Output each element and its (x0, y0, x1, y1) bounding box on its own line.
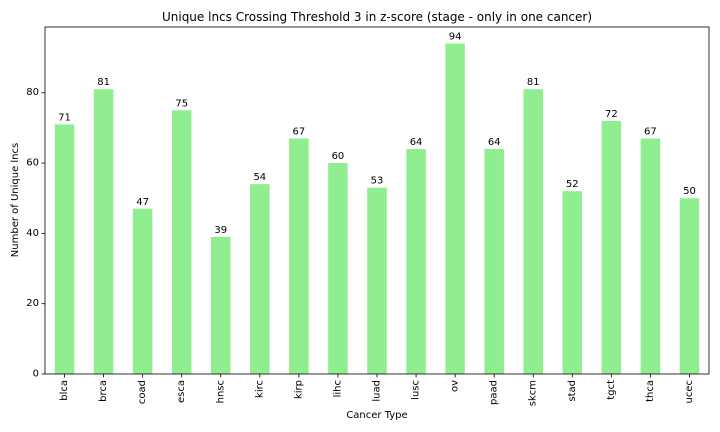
value-label-tgct: 72 (605, 109, 618, 120)
bar-tgct (601, 120, 622, 375)
x-tick-label-skcm: skcm (528, 380, 539, 406)
value-label-luad: 53 (371, 176, 384, 187)
value-label-hnsc: 39 (214, 225, 227, 236)
y-tick-label-20: 20 (26, 298, 39, 309)
bar-skcm (523, 89, 543, 374)
bar-lusc (406, 148, 426, 374)
chart-title: Unique lncs Crossing Threshold 3 in z-sc… (162, 10, 592, 24)
bar-lihc (328, 163, 348, 374)
bar-luad (367, 187, 387, 374)
value-label-ov: 94 (449, 32, 462, 43)
bar-hnsc (211, 236, 231, 374)
bar-thca (640, 138, 661, 374)
y-axis-label: Number of Unique lncs (10, 143, 21, 257)
value-label-thca: 67 (644, 126, 657, 137)
value-label-kirc: 54 (253, 172, 266, 183)
x-tick-label-paad: paad (489, 380, 500, 405)
value-label-kirp: 67 (293, 126, 306, 137)
value-label-ucec: 50 (683, 186, 696, 197)
value-label-blca: 71 (58, 112, 71, 123)
y-tick-label-40: 40 (26, 228, 39, 239)
x-tick-label-stad: stad (567, 380, 578, 402)
y-tick-label-0: 0 (33, 369, 39, 380)
bar-esca (171, 110, 192, 374)
y-tick-label-80: 80 (26, 87, 39, 98)
y-axis-ticks: 0 20 40 60 80 (26, 87, 45, 380)
value-label-paad: 64 (488, 137, 501, 148)
value-label-lusc: 64 (410, 137, 423, 148)
value-label-skcm: 81 (527, 77, 540, 88)
value-label-lihc: 60 (332, 151, 345, 162)
bar-paad (484, 148, 504, 374)
x-tick-label-thca: thca (645, 380, 656, 402)
value-label-coad: 47 (136, 197, 149, 208)
x-tick-label-blca: blca (59, 380, 70, 401)
y-tick-label-60: 60 (26, 158, 39, 169)
x-tick-label-kirp: kirp (293, 380, 304, 399)
x-axis-label: Cancer Type (346, 410, 407, 421)
x-tick-label-hnsc: hnsc (215, 380, 226, 403)
bar-ucec (679, 198, 700, 374)
x-tick-label-coad: coad (137, 380, 148, 404)
bars-group (54, 43, 700, 375)
bar-brca (93, 89, 114, 374)
value-label-brca: 81 (97, 77, 110, 88)
bar-ov (445, 43, 465, 375)
bar-kirc (250, 184, 270, 374)
x-tick-label-ov: ov (450, 380, 461, 392)
bar-stad (562, 191, 583, 374)
value-label-esca: 75 (175, 98, 188, 109)
x-tick-label-brca: brca (98, 380, 109, 402)
x-tick-label-lusc: lusc (411, 380, 422, 400)
x-tick-label-ucec: ucec (684, 380, 695, 404)
bar-kirp (289, 138, 309, 374)
x-tick-label-luad: luad (372, 380, 383, 402)
x-tick-label-esca: esca (176, 380, 187, 403)
bar-coad (132, 208, 153, 374)
bar-blca (54, 124, 75, 374)
value-label-stad: 52 (566, 179, 579, 190)
value-labels-group: 71 81 47 75 39 54 67 60 53 64 94 64 81 52 72 67 50 (58, 32, 696, 236)
x-tick-label-lihc: lihc (332, 380, 343, 397)
x-tick-label-kirc: kirc (254, 380, 265, 398)
x-axis-ticks: blca brca coad esca hnsc kirc kirp lihc luad lusc… (59, 374, 695, 406)
x-tick-label-tgct: tgct (606, 380, 617, 400)
